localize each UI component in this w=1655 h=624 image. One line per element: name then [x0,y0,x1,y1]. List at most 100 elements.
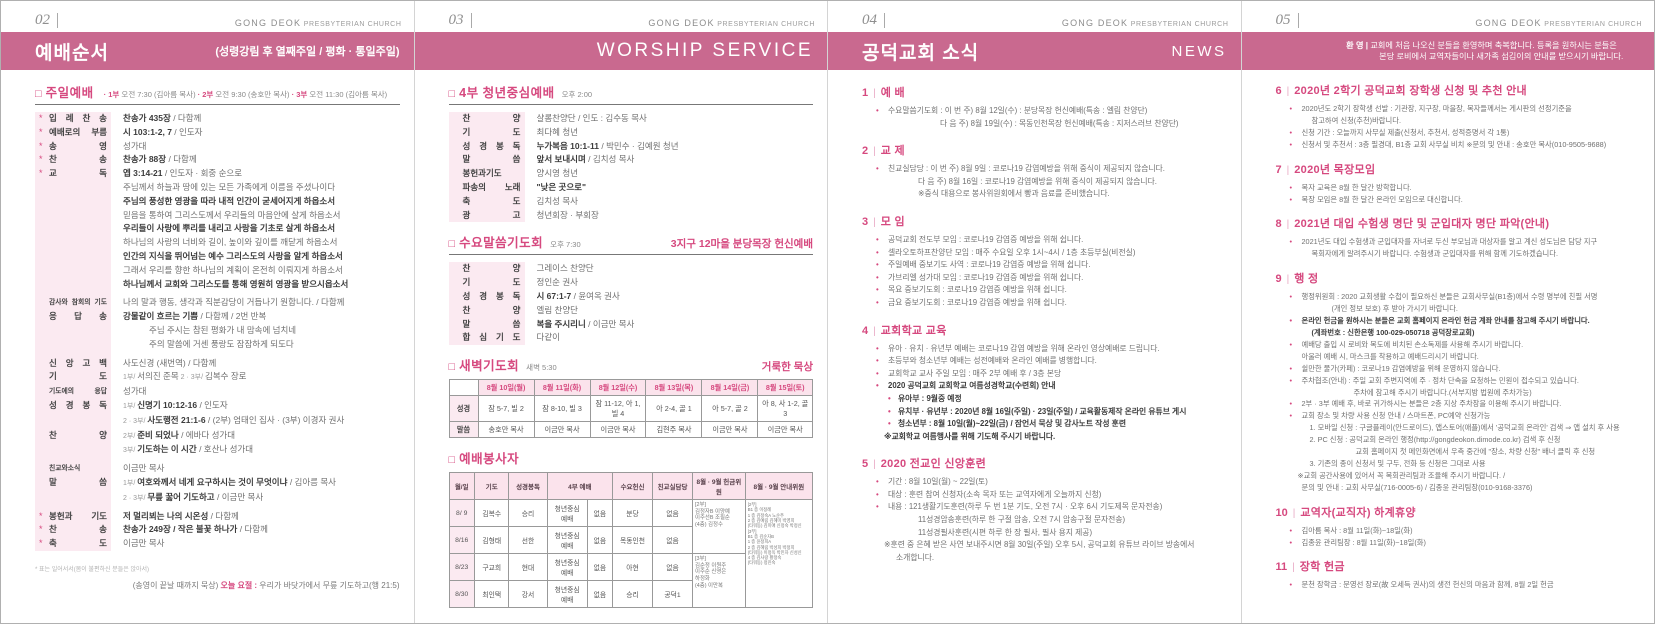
todays-verse-label: 오늘 요절 : [220,580,260,590]
news-item: 김아름 목사 : 8월 11일(화)~18일(화) [1276,525,1641,537]
text-segment: 그래서 우리를 향한 하나님의 계획이 온전히 이뤄지게 하옵소서 [123,264,343,275]
news-item: 목요 중보기도회 : 코로나19 감염증 예방을 위해 쉽니다. [862,284,1227,297]
section-divider [448,254,813,256]
text-segment: 준비 되었나 [137,429,179,440]
text-segment: 시 103:1-2, 7 [123,126,172,137]
worship-order-banner: 예배순서 (성령강림 후 열째주일 / 평화 · 통일주일) [1,32,414,70]
order-line: 1부/ 신명기 10:12-16 / 인도자 [123,399,400,414]
news-item-list: 2021년도 대입 수험생과 군입대자를 자녀로 두신 부모님과 대상자를 알고… [1276,236,1641,260]
news-item: 목자 교육은 8월 한 달간 방학합니다. [1276,182,1641,194]
order-label-text: 찬 양 [462,263,521,274]
text-segment: / 호산나 성가대 [196,444,254,455]
order-label: 성 경 봉 독 [448,139,525,154]
news-item: 문천 장학금 : 문영선 장로(故 오세득 권사)의 생전 헌신의 마음과 함께… [1276,579,1641,591]
service-time-info: 오전 7:30 (김아름 목사) [121,90,198,99]
order-content: 찬송가 249장 / 작은 불꽃 하나가 / 다함께 [111,523,400,537]
order-label-text: 감사와 참회의 기도 [49,299,107,307]
order-content: 복을 주시리니 / 이금만 목사 [525,318,814,332]
news-section-title: 예 배 [880,87,905,99]
section-header: □ 4부 청년중심예배 오후 2:00 [449,82,814,101]
welcome-line-2: 본당 로비에서 교역자들이나 새가족 섬김이의 안내를 받으시기 바랍니다. [1379,52,1624,61]
news-section-number: 10 [1275,506,1288,519]
asterisk-icon: * [39,154,43,165]
order-content: 다같이 [525,331,814,345]
table-header-cell: 8월 10일(월) [477,379,535,397]
order-line: 찬송가 88장 / 다함께 [123,153,400,167]
order-label: 신 앙 고 백 [35,356,111,371]
square-bullet-icon: □ [448,361,456,374]
news-section: 8 | 2021년 대입 수험생 명단 및 군입대자 명단 파악(안내) 2021년도… [1276,214,1641,260]
order-line: 저 멀리뵈는 나의 시온성 / 다함께 [123,510,400,524]
table-cell: 아현 [612,553,654,582]
table-cell: 아 2-4, 골 1 [645,395,703,423]
welcome-message: 환 영 | 교회에 처음 나오신 분들을 환영하며 축복합니다. 등록을 원하시… [1292,40,1623,63]
news-item: 아울러 예배 시, 마스크를 착용하고 예배드리시기 바랍니다. [1301,351,1479,361]
text-segment: 엘림 찬양단 [536,304,578,315]
asterisk-icon: * [39,168,43,179]
table-cell: 이금만 목사 [701,421,759,439]
text-segment: 2 · 3부/ [178,374,205,382]
order-label: 기 도 [448,125,525,140]
table-cell: 청년중심 예배 [546,526,588,555]
table-cell: 8/16 [448,526,475,555]
text-segment: 양시영 청년 [536,168,578,179]
table-header-cell: 수요헌신 [612,472,654,501]
table-cell: 현대 [508,553,548,582]
separator: | [873,146,876,158]
news-item: 교회 홈페이지 첫 메인화면에서 우측 중간에 "장소, 차량 신청" 배너 클… [1355,447,1596,457]
text-segment: 성가대 [123,140,147,151]
order-label: 찬 양 [448,112,525,126]
text-segment: / 인도자 [197,399,228,410]
text-segment: 성가대 [123,386,147,397]
table-cell: 없음 [586,580,614,609]
text-segment: 1부/ [123,479,138,487]
order-label: 친교와소식 [35,462,111,476]
order-content: 찬송가 88장 / 다함께 [111,153,400,167]
order-label: * 찬 송 [35,523,111,538]
table-cell: 8/23 [448,553,475,582]
separator: | [1292,507,1296,519]
brand-sub: PRESBYTERIAN CHURCH [717,21,815,28]
table-body: 8/ 9 김복수 승리 청년중심 예배 없음 분당 없음 [2부] 김정자B 이양예 이주선B 조필… [448,499,814,609]
separator: | [873,459,876,471]
text-segment: 엡 3:14-21 [123,168,163,179]
order-content: 2부/ 준비 되었나 / 에바다 성가대 3부/ 기도하는 이 시간 / 호산나 … [111,429,400,459]
order-line: 1부/ 여호와께서 네게 요구하시는 것이 무엇이냐 / 김아름 목사 [123,476,400,491]
separator: | [1286,164,1290,176]
separator: | [1286,86,1290,97]
news-section: 9 | 행 정행정위원회 : 2020 교회생활 수첩이 필요하신 분들은 교회사무… [1276,269,1641,493]
order-line: 성가대 [123,140,400,154]
footnote-prefix: (송영이 끝날 때까지 묵상) [132,580,221,590]
order-label: 찬 양 [448,262,525,277]
asterisk-icon: * [39,538,43,549]
order-line: 엘림 찬양단 [537,304,814,318]
text-segment: 믿음을 통하여 그리스도께서 우리들의 마음안에 살게 하옵소서 [123,209,341,220]
order-label-text: 응 답 송 [49,311,107,322]
page-05-content: 6 | 2020년 2학기 공덕교회 장학생 신청 및 추천 안내 2020년도 2학… [1242,70,1655,591]
news-section: 4 | 교회학교 교육유아 · 유치 · 유년부 예배는 코로나19 감염 예방을 … [862,321,1227,444]
news-item: 참고하여 신청(추천)바랍니다. [1311,115,1401,125]
text-segment: 기도하는 이 시간 [137,444,197,455]
text-segment: / 다함께 [166,154,197,165]
news-item: 김종윤 관리팀장 : 8월 11일(화)~18일(화) [1276,537,1641,549]
table-cell: 청년중심 예배 [546,499,588,528]
table-cell: 청년중심 예배 [546,553,588,582]
order-label-text: 성 경 봉 독 [462,140,521,151]
table-cell: 승리 [612,580,654,609]
news-item: 2020년도 2학기 장학생 선발 : 기관장, 지구장, 마을장, 목자들께서… [1276,103,1641,115]
news-item: ※교회학교 여름행사를 위해 기도해 주시기 바랍니다. [884,431,1056,441]
news-section-number: 11 [1275,561,1288,574]
section-header: □ 주일예배 · 1부 오전 7:30 (김아름 목사) · 2부 오전 9:30… [35,82,400,101]
news-item: ※훈련 중 은혜 받은 사연 보내주시면 8월 30일(주일) 오후 5시, 공… [884,540,1195,550]
news-item: 예배당 출입 시 로비와 복도에 비치된 손소독제를 사용해 주시기 바랍니다. [1276,339,1641,351]
page-number: 02 [35,13,58,28]
order-content: 양시영 청년 [525,167,814,181]
table-cell: 없음 [586,499,614,528]
news-item-list: 수요말씀기도회 : 이 번 주) 8월 12일(수) : 분당목장 헌신예배(특… [862,105,1227,130]
news-section-title: 2020 전교인 신앙훈련 [880,458,987,471]
news-item: 주차에 참고해 주시기 바랍니다.(서부지방 법원에 주차가능) [1353,387,1532,397]
table-cell: 이금만 목사 [757,421,813,439]
news-item-list: 목자 교육은 8월 한 달간 방학합니다.목장 모임은 8월 한 달간 온라인 … [1276,182,1641,206]
table-cell: 선한 [508,526,548,555]
row-label-cell: 말씀 [448,421,479,439]
